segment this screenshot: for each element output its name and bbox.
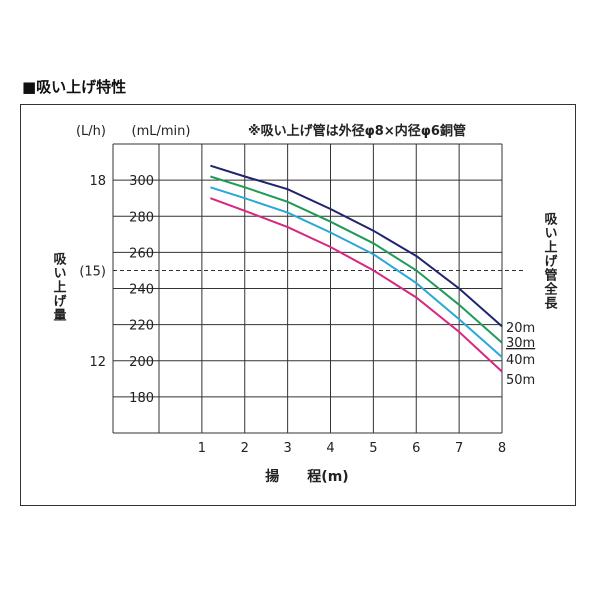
- y-tick-label-lh: 12: [89, 355, 106, 370]
- x-tick-label: 5: [369, 441, 377, 456]
- y-axis-label: 吸い上げ量: [51, 252, 67, 322]
- legend-label-40m: 40m: [506, 353, 535, 368]
- legend-label-30m: 30m: [506, 336, 535, 351]
- series-line-50m: [210, 197, 503, 373]
- y-tick-label-mlmin: 260: [129, 246, 154, 261]
- y-tick-label-mlmin: 200: [129, 355, 154, 370]
- x-tick-label: 8: [498, 441, 506, 456]
- y-tick-label-mlmin: 300: [129, 174, 154, 189]
- x-tick-label: 2: [241, 441, 249, 456]
- y-tick-label-mlmin: 280: [129, 210, 154, 225]
- legend-label-50m: 50m: [506, 373, 535, 388]
- x-tick-label: 6: [412, 441, 420, 456]
- x-tick-label: 3: [283, 441, 291, 456]
- legend-title: 吸い上げ管全長: [542, 212, 559, 310]
- unit-label-lh: (L/h): [76, 124, 106, 139]
- legend-label-20m: 20m: [506, 321, 535, 336]
- x-tick-label: 4: [326, 441, 334, 456]
- pipe-note: ※吸い上げ管は外径φ8×内径φ6銅管: [248, 123, 466, 139]
- x-axis-label: 揚 程(m): [265, 468, 348, 485]
- series-line-20m: [210, 164, 503, 328]
- y-tick-label-mlmin: 240: [129, 283, 154, 298]
- y-tick-label-mlmin: 220: [129, 319, 154, 334]
- section-heading: ■吸い上げ特性: [22, 78, 127, 96]
- chart-frame: [20, 104, 576, 506]
- series-line-30m: [210, 175, 503, 344]
- unit-label-mlmin: (mL/min): [132, 124, 191, 139]
- y-tick-label-mlmin: 180: [129, 391, 154, 406]
- y-tick-label-lh: 18: [89, 174, 106, 189]
- x-tick-label: 1: [198, 441, 206, 456]
- y-tick-label-lh: (15): [79, 264, 106, 279]
- x-tick-label: 7: [455, 441, 463, 456]
- series-line-40m: [210, 186, 503, 358]
